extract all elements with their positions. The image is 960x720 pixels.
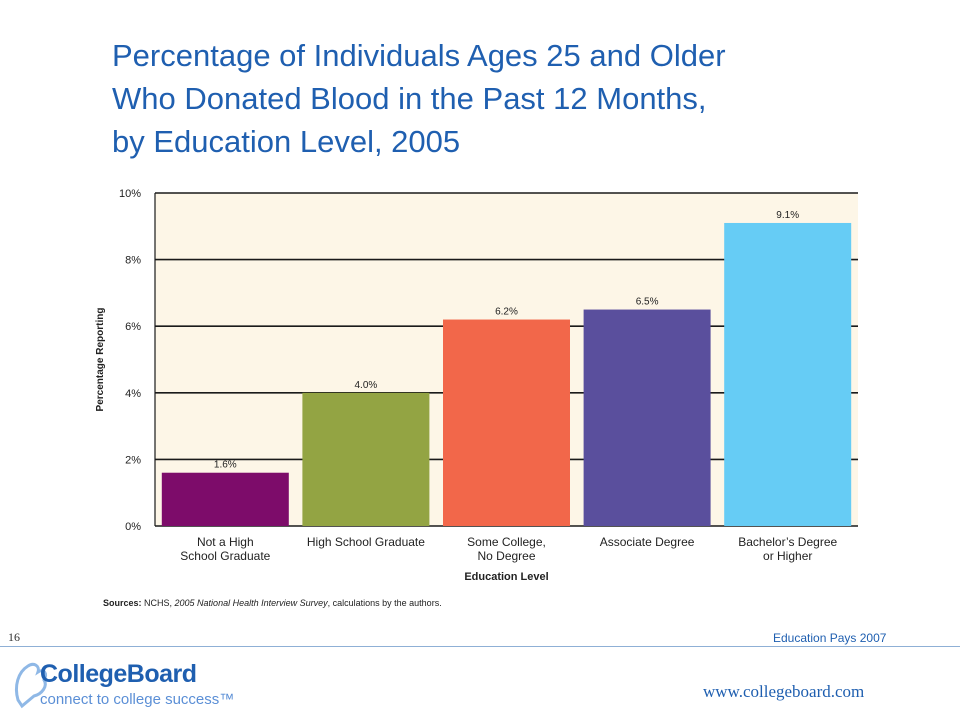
collegeboard-logo-icon	[14, 662, 48, 709]
x-axis-label: Education Level	[464, 571, 548, 583]
y-tick-label: 6%	[125, 321, 141, 333]
bar-value-label: 9.1%	[776, 210, 799, 221]
x-tick-label: High School Graduate	[307, 535, 425, 549]
footer-divider	[0, 646, 960, 647]
bar-value-label: 4.0%	[355, 380, 378, 391]
y-tick-label: 8%	[125, 255, 141, 267]
page-title: Percentage of Individuals Ages 25 and Ol…	[112, 34, 912, 163]
x-tick-label: Bachelor’s Degree	[738, 535, 837, 549]
bar-value-label: 6.2%	[495, 307, 518, 318]
y-tick-label: 2%	[125, 454, 141, 466]
y-tick-label: 4%	[125, 388, 141, 400]
x-tick-label: or Higher	[763, 549, 812, 563]
logo-wordmark: CollegeBoard	[40, 660, 197, 688]
y-axis-label: Percentage Reporting	[95, 308, 106, 412]
bar-value-label: 1.6%	[214, 460, 237, 471]
bar	[161, 472, 289, 526]
x-tick-label: Associate Degree	[600, 535, 695, 549]
sources-text-b: , calculations by the authors.	[327, 598, 442, 608]
title-line-3: by Education Level, 2005	[112, 124, 461, 159]
y-tick-label: 0%	[125, 521, 141, 533]
logo-tagline: connect to college success™	[40, 691, 235, 708]
title-line-1: Percentage of Individuals Ages 25 and Ol…	[112, 38, 726, 73]
page-number: 16	[8, 630, 20, 644]
bar	[443, 319, 570, 526]
x-tick-label: No Degree	[477, 549, 535, 563]
bar	[302, 392, 430, 526]
bar	[583, 309, 711, 526]
x-tick-label: School Graduate	[180, 549, 270, 563]
publication-name: Education Pays 2007	[773, 631, 887, 645]
bar-value-label: 6.5%	[636, 297, 659, 308]
x-tick-label: Not a High	[197, 535, 254, 549]
y-tick-label: 10%	[119, 188, 141, 200]
sources-label: Sources:	[103, 598, 142, 608]
x-tick-label: Some College,	[467, 535, 546, 549]
sources-note: Sources: NCHS, 2005 National Health Inte…	[103, 598, 442, 608]
title-line-2: Who Donated Blood in the Past 12 Months,	[112, 81, 707, 116]
sources-text-a: NCHS,	[141, 598, 175, 608]
bar	[724, 222, 852, 526]
website-link[interactable]: www.collegeboard.com	[703, 682, 865, 701]
sources-survey-title: 2005 National Health Interview Survey	[174, 598, 328, 608]
